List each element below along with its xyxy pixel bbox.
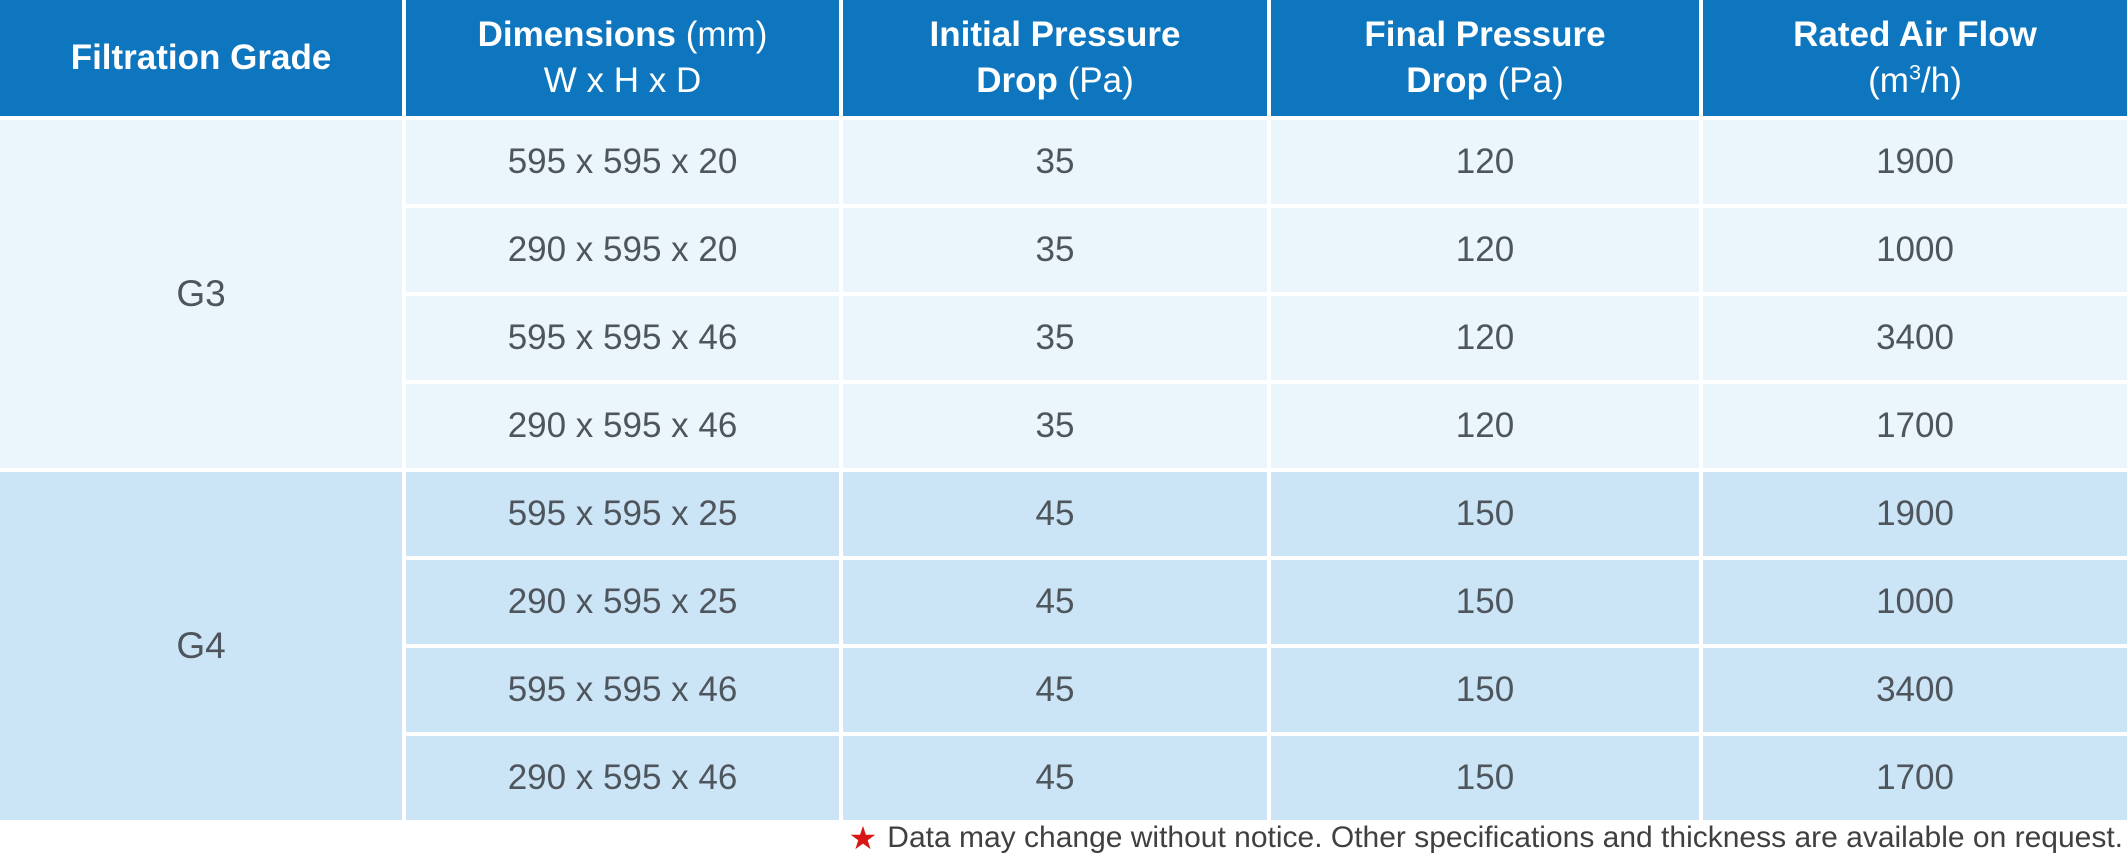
cell-initial-pressure-drop: 45 — [843, 560, 1267, 644]
footnote: ★ Data may change without notice. Other … — [0, 820, 2127, 856]
cell-dimensions: 595 x 595 x 20 — [406, 120, 839, 204]
cell-final-pressure-drop: 120 — [1271, 296, 1699, 380]
header-rated-unit: (m3/h) — [1868, 58, 1962, 104]
header-rated-unit-suffix: /h) — [1921, 61, 1962, 100]
cell-rated-air-flow: 1000 — [1703, 208, 2127, 292]
cell-final-pressure-drop: 150 — [1271, 560, 1699, 644]
header-dimensions-line1: Dimensions (mm) — [478, 12, 768, 58]
header-initial-unit: (Pa) — [1067, 61, 1134, 100]
header-initial-drop: Drop — [976, 61, 1058, 100]
cell-rated-air-flow: 1700 — [1703, 736, 2127, 820]
cell-final-pressure-drop: 120 — [1271, 208, 1699, 292]
cell-rated-air-flow: 1900 — [1703, 472, 2127, 556]
cell-initial-pressure-drop: 35 — [843, 120, 1267, 204]
cell-rated-air-flow: 1000 — [1703, 560, 2127, 644]
footnote-text: Data may change without notice. Other sp… — [887, 821, 2123, 854]
cell-dimensions: 290 x 595 x 46 — [406, 384, 839, 468]
header-initial-pressure-drop: Initial Pressure Drop (Pa) — [843, 0, 1267, 116]
cell-final-pressure-drop: 150 — [1271, 648, 1699, 732]
cell-final-pressure-drop: 150 — [1271, 472, 1699, 556]
header-rated-unit-prefix: (m — [1868, 61, 1909, 100]
cell-initial-pressure-drop: 35 — [843, 208, 1267, 292]
header-dimensions: Dimensions (mm) W x H x D — [406, 0, 839, 116]
header-final-line2: Drop (Pa) — [1406, 58, 1564, 104]
cell-dimensions: 290 x 595 x 25 — [406, 560, 839, 644]
cell-initial-pressure-drop: 35 — [843, 384, 1267, 468]
cell-final-pressure-drop: 120 — [1271, 120, 1699, 204]
header-initial-line2: Drop (Pa) — [976, 58, 1134, 104]
cell-rated-air-flow: 3400 — [1703, 648, 2127, 732]
cell-dimensions: 595 x 595 x 46 — [406, 648, 839, 732]
cell-initial-pressure-drop: 45 — [843, 648, 1267, 732]
star-icon: ★ — [848, 820, 878, 856]
cell-initial-pressure-drop: 45 — [843, 472, 1267, 556]
header-dimensions-sub: W x H x D — [543, 61, 702, 100]
header-filtration-grade-label: Filtration Grade — [70, 37, 332, 77]
cell-initial-pressure-drop: 45 — [843, 736, 1267, 820]
header-rated-unit-sup: 3 — [1908, 59, 1921, 85]
header-final-drop: Drop — [1406, 61, 1488, 100]
cell-rated-air-flow: 1900 — [1703, 120, 2127, 204]
grade-cell-g4: G4 — [0, 472, 402, 820]
header-dimensions-title: Dimensions — [477, 14, 676, 54]
header-initial-line1: Initial Pressure — [929, 14, 1181, 54]
cell-final-pressure-drop: 150 — [1271, 736, 1699, 820]
cell-dimensions: 290 x 595 x 46 — [406, 736, 839, 820]
header-final-unit: (Pa) — [1497, 61, 1564, 100]
header-rated-line1: Rated Air Flow — [1793, 14, 2037, 54]
header-final-pressure-drop: Final Pressure Drop (Pa) — [1271, 0, 1699, 116]
header-filtration-grade: Filtration Grade — [0, 0, 402, 116]
header-rated-air-flow: Rated Air Flow (m3/h) — [1703, 0, 2127, 116]
cell-final-pressure-drop: 120 — [1271, 384, 1699, 468]
header-dimensions-unit: (mm) — [685, 14, 768, 54]
filter-spec-table: Filtration Grade Dimensions (mm) W x H x … — [0, 0, 2127, 820]
cell-dimensions: 595 x 595 x 46 — [406, 296, 839, 380]
cell-rated-air-flow: 3400 — [1703, 296, 2127, 380]
header-final-line1: Final Pressure — [1364, 14, 1606, 54]
cell-dimensions: 290 x 595 x 20 — [406, 208, 839, 292]
cell-dimensions: 595 x 595 x 25 — [406, 472, 839, 556]
grade-cell-g3: G3 — [0, 120, 402, 468]
cell-initial-pressure-drop: 35 — [843, 296, 1267, 380]
cell-rated-air-flow: 1700 — [1703, 384, 2127, 468]
